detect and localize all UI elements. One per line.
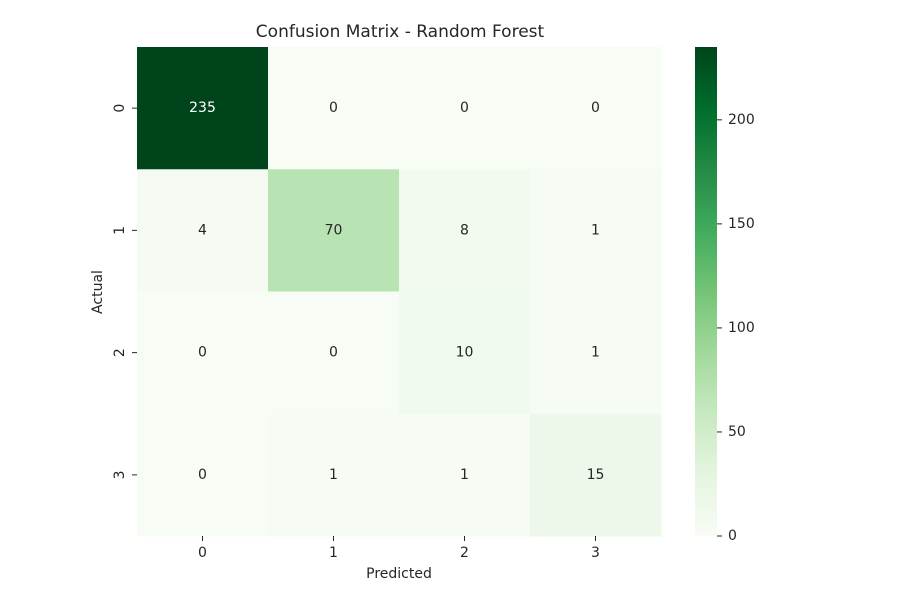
heatmap-cell xyxy=(530,47,662,170)
colorbar-tick-label: 50 xyxy=(728,424,746,440)
cell-label: 4 xyxy=(198,222,207,238)
cell-label: 0 xyxy=(591,100,600,116)
y-tick-label: 0 xyxy=(112,104,128,113)
y-tick-label: 3 xyxy=(112,470,128,479)
cell-label: 0 xyxy=(198,467,207,483)
heatmap-cell xyxy=(399,413,531,537)
heatmap-cell xyxy=(530,413,662,537)
cell-label: 1 xyxy=(591,345,600,361)
x-tick-label: 3 xyxy=(591,545,600,561)
heatmap-cell xyxy=(399,291,531,415)
y-axis-label: Actual xyxy=(90,270,106,314)
heatmap-cell xyxy=(268,169,400,292)
x-tick-label: 1 xyxy=(329,545,338,561)
heatmap-cell xyxy=(530,291,662,415)
colorbar-tick-label: 200 xyxy=(728,112,755,128)
colorbar-tick-label: 0 xyxy=(728,528,737,544)
heatmap-cell xyxy=(137,47,269,170)
x-tick-label: 0 xyxy=(198,545,207,561)
heatmap-cell xyxy=(137,169,269,292)
heatmap-cell xyxy=(399,169,531,292)
x-tick-label: 2 xyxy=(460,545,469,561)
heatmap-cell xyxy=(137,413,269,537)
y-tick-label: 1 xyxy=(112,226,128,235)
heatmap-cell xyxy=(268,413,400,537)
cell-label: 8 xyxy=(460,222,469,238)
heatmap-cell xyxy=(530,169,662,292)
heatmap-cell xyxy=(399,47,531,170)
cell-label: 1 xyxy=(591,222,600,238)
colorbar xyxy=(695,47,717,536)
colorbar-tick-label: 150 xyxy=(728,216,755,232)
heatmap-cell xyxy=(268,47,400,170)
cell-label: 0 xyxy=(460,100,469,116)
cell-label: 235 xyxy=(189,100,216,116)
cell-label: 0 xyxy=(198,345,207,361)
cell-label: 10 xyxy=(456,345,474,361)
colorbar-tick-label: 100 xyxy=(728,320,755,336)
heatmap-cell xyxy=(137,291,269,415)
x-axis-label: Predicted xyxy=(366,566,432,582)
cell-label: 0 xyxy=(329,345,338,361)
cell-label: 1 xyxy=(329,467,338,483)
cell-label: 15 xyxy=(587,467,605,483)
cell-label: 1 xyxy=(460,467,469,483)
y-tick-label: 2 xyxy=(112,348,128,357)
cell-label: 0 xyxy=(329,100,338,116)
heatmap-cell xyxy=(268,291,400,415)
cell-label: 70 xyxy=(325,222,343,238)
chart-title: Confusion Matrix - Random Forest xyxy=(256,22,545,42)
